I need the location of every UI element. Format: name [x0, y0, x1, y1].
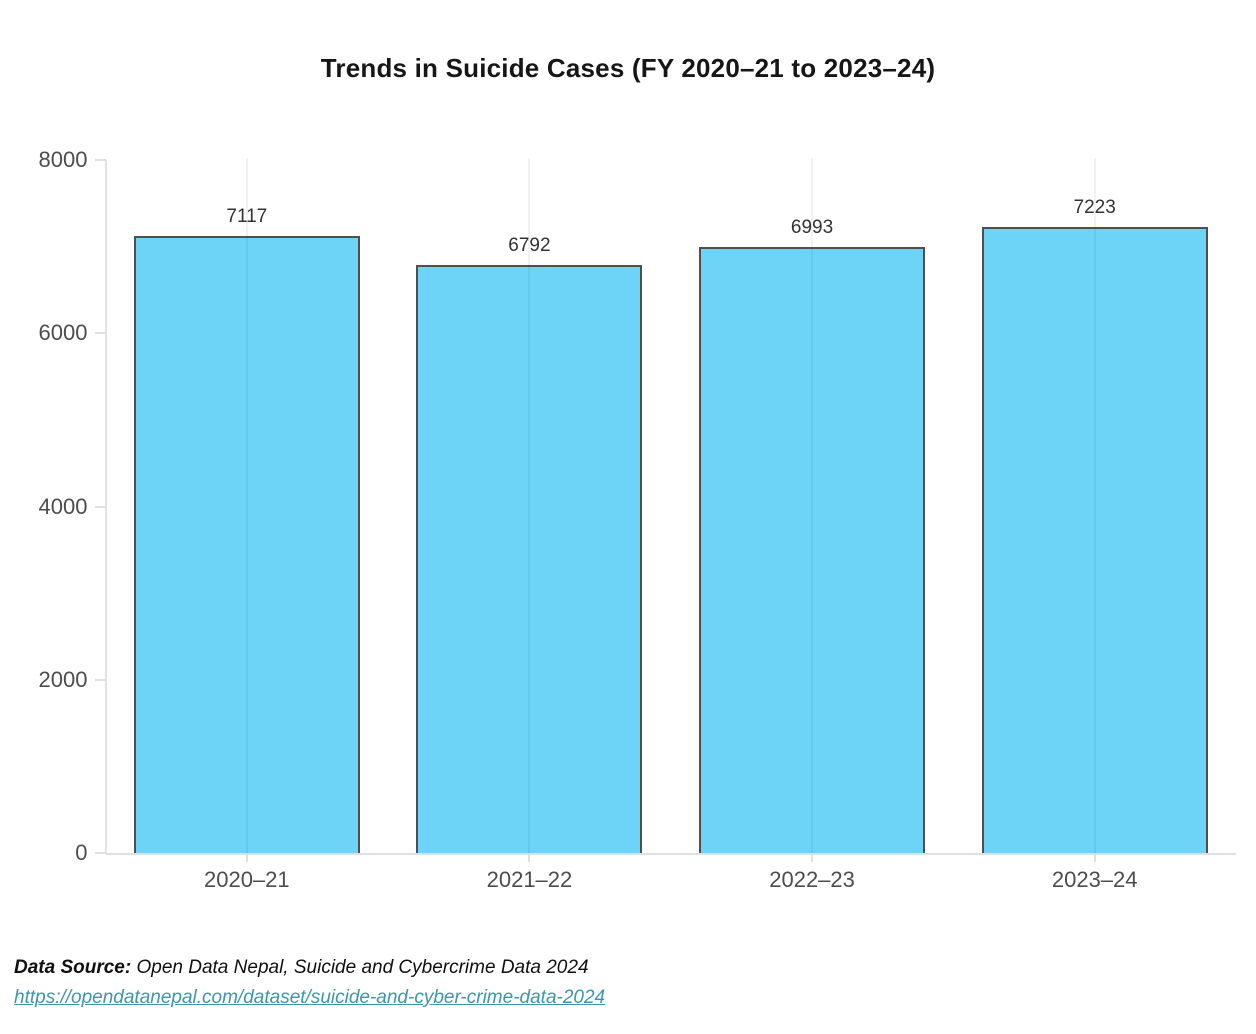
y-axis-tick — [94, 505, 106, 508]
vertical-gridline — [528, 158, 531, 853]
data-source-link-line: https://opendatanepal.com/dataset/suicid… — [14, 983, 605, 1013]
x-axis-tick — [528, 853, 531, 862]
vertical-gridline — [245, 158, 248, 853]
y-axis-tick-label: 2000 — [38, 666, 88, 692]
y-axis-tick-label: 4000 — [38, 493, 88, 519]
x-axis-label: 2023–24 — [1051, 867, 1138, 892]
y-axis-tick-label: 8000 — [38, 147, 88, 172]
x-axis-line — [105, 853, 1236, 855]
bar-value-label: 7223 — [1073, 197, 1116, 219]
x-axis-tick — [245, 853, 248, 862]
y-axis-tick-label: 0 — [75, 840, 88, 865]
x-axis-tick — [811, 853, 814, 862]
vertical-gridline — [1093, 158, 1096, 853]
data-source-text: Open Data Nepal, Suicide and Cybercrime … — [131, 957, 589, 978]
bar-value-label: 6993 — [790, 217, 834, 239]
source-link[interactable]: https://opendatanepal.com/dataset/suicid… — [14, 987, 606, 1008]
bar-value-label: 7117 — [226, 206, 268, 228]
chart-title: Trends in Suicide Cases (FY 2020–21 to 2… — [320, 53, 936, 83]
y-axis-tick — [94, 332, 106, 335]
y-axis-tick — [94, 159, 106, 161]
y-axis-line — [104, 160, 107, 853]
bar-value-label: 6792 — [508, 234, 551, 256]
x-axis-label: 2022–23 — [769, 867, 855, 892]
y-axis-tick — [94, 852, 106, 854]
x-axis-label: 2020–21 — [203, 867, 290, 892]
vertical-gridline — [811, 158, 814, 853]
bar — [981, 227, 1208, 853]
data-source-footer: Data Source: Open Data Nepal, Suicide an… — [14, 953, 605, 1013]
bar — [133, 236, 360, 853]
y-axis-tick-label: 6000 — [38, 320, 88, 346]
x-axis-label: 2021–22 — [486, 867, 573, 892]
x-axis-tick — [1093, 853, 1096, 862]
bar — [416, 264, 643, 853]
data-source-line: Data Source: Open Data Nepal, Suicide an… — [14, 953, 605, 983]
bar — [699, 247, 926, 853]
y-axis-tick — [94, 678, 106, 681]
data-source-label: Data Source: — [14, 957, 132, 978]
